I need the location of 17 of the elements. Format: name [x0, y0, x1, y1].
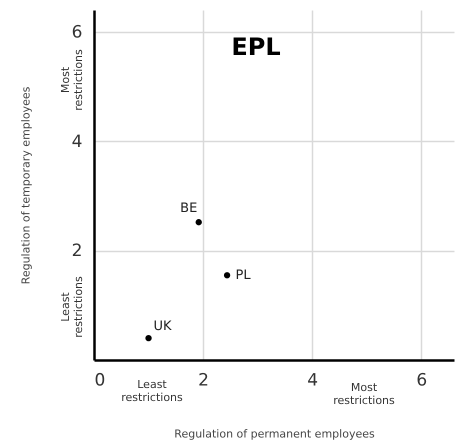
annotation: UK — [154, 319, 172, 334]
text: Least restrictions — [121, 378, 184, 404]
annotation: PL — [236, 268, 252, 284]
y-tick-label: 2 — [72, 241, 82, 262]
x-tick-label: 6 — [416, 370, 428, 390]
x-tick-label: 0 — [94, 370, 106, 390]
x-axis-title: Regulation of permanent employees — [174, 428, 375, 440]
y-tick-label: 6 — [72, 22, 82, 42]
annotation: BE — [180, 201, 198, 216]
text: Least restrictions — [59, 276, 85, 338]
text: Most restrictions — [333, 381, 396, 407]
y-axis-title: Regulation of temporary employees — [20, 86, 33, 284]
y-tick-label: 4 — [72, 132, 82, 152]
text: Most restrictions — [59, 48, 85, 111]
text: EPL — [231, 33, 281, 61]
x-tick-label: 4 — [307, 370, 318, 390]
x-tick-label: 2 — [198, 370, 210, 390]
